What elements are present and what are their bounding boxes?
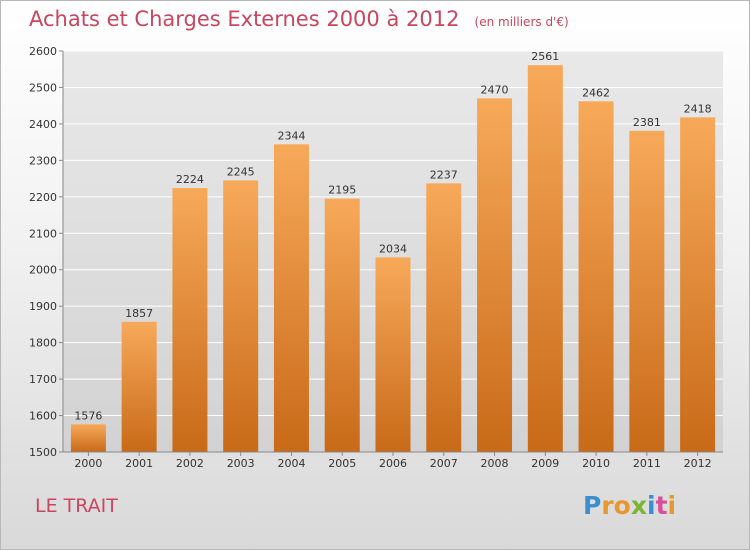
bar-value-label: 2561 (531, 50, 559, 63)
y-tick-label: 1900 (29, 300, 57, 313)
y-tick-label: 1800 (29, 337, 57, 350)
y-tick-label: 2500 (29, 81, 57, 94)
logo-letter: x (630, 491, 647, 520)
bar-value-label: 2462 (582, 86, 610, 99)
y-tick-label: 2200 (29, 191, 57, 204)
x-tick-label: 2011 (633, 457, 661, 470)
x-tick-label: 2001 (125, 457, 153, 470)
x-tick-label: 2009 (531, 457, 559, 470)
logo-letter: i (647, 491, 656, 520)
x-tick-label: 2007 (430, 457, 458, 470)
logo-letter: o (613, 491, 631, 520)
bar-value-label: 2034 (379, 242, 407, 255)
bar-2007 (426, 183, 462, 452)
x-tick-label: 2004 (277, 457, 305, 470)
chart-title-block: Achats et Charges Externes 2000 à 2012 (… (29, 7, 569, 31)
bar-value-label: 2344 (277, 129, 305, 142)
bar-value-label: 2245 (227, 165, 255, 178)
x-tick-label: 2002 (176, 457, 204, 470)
y-tick-label: 2400 (29, 118, 57, 131)
bar-value-label: 1576 (74, 409, 102, 422)
bar-2011 (629, 130, 665, 452)
y-tick-label: 2100 (29, 227, 57, 240)
bar-2002 (172, 188, 208, 452)
chart-title: Achats et Charges Externes 2000 à 2012 (29, 7, 460, 31)
y-tick-label: 1600 (29, 410, 57, 423)
bar-value-label: 2418 (684, 102, 712, 115)
bar-value-label: 2224 (176, 173, 204, 186)
x-tick-label: 2003 (227, 457, 255, 470)
bar-2005 (324, 198, 360, 452)
logo-letter: r (601, 491, 614, 520)
y-tick-label: 2600 (29, 45, 57, 58)
bar-2009 (527, 65, 563, 452)
x-tick-label: 2006 (379, 457, 407, 470)
bar-value-label: 1857 (125, 307, 153, 320)
chart-unit: (en milliers d'€) (474, 15, 569, 29)
x-tick-label: 2000 (74, 457, 102, 470)
x-tick-label: 2005 (328, 457, 356, 470)
bar-2006 (375, 257, 411, 452)
bar-2012 (680, 117, 716, 452)
commune-name: LE TRAIT (35, 495, 118, 517)
y-tick-label: 2300 (29, 154, 57, 167)
x-tick-label: 2012 (684, 457, 712, 470)
proxiti-logo[interactable]: Proxiti (583, 491, 676, 520)
bar-value-label: 2195 (328, 184, 356, 197)
bar-value-label: 2470 (481, 83, 509, 96)
logo-letter: P (583, 491, 602, 520)
bar-2003 (223, 180, 259, 452)
bar-2008 (477, 98, 513, 453)
bar-2000 (70, 424, 106, 452)
bar-2001 (121, 321, 157, 452)
x-tick-label: 2008 (481, 457, 509, 470)
bar-value-label: 2381 (633, 116, 661, 129)
y-tick-label: 1500 (29, 446, 57, 459)
y-tick-label: 2000 (29, 264, 57, 277)
y-tick-label: 1700 (29, 373, 57, 386)
logo-letter: i (667, 491, 677, 520)
bar-value-label: 2237 (430, 168, 458, 181)
bar-2004 (273, 144, 309, 452)
x-tick-label: 2010 (582, 457, 610, 470)
logo-letter: t (655, 491, 668, 520)
bar-2010 (578, 101, 614, 452)
